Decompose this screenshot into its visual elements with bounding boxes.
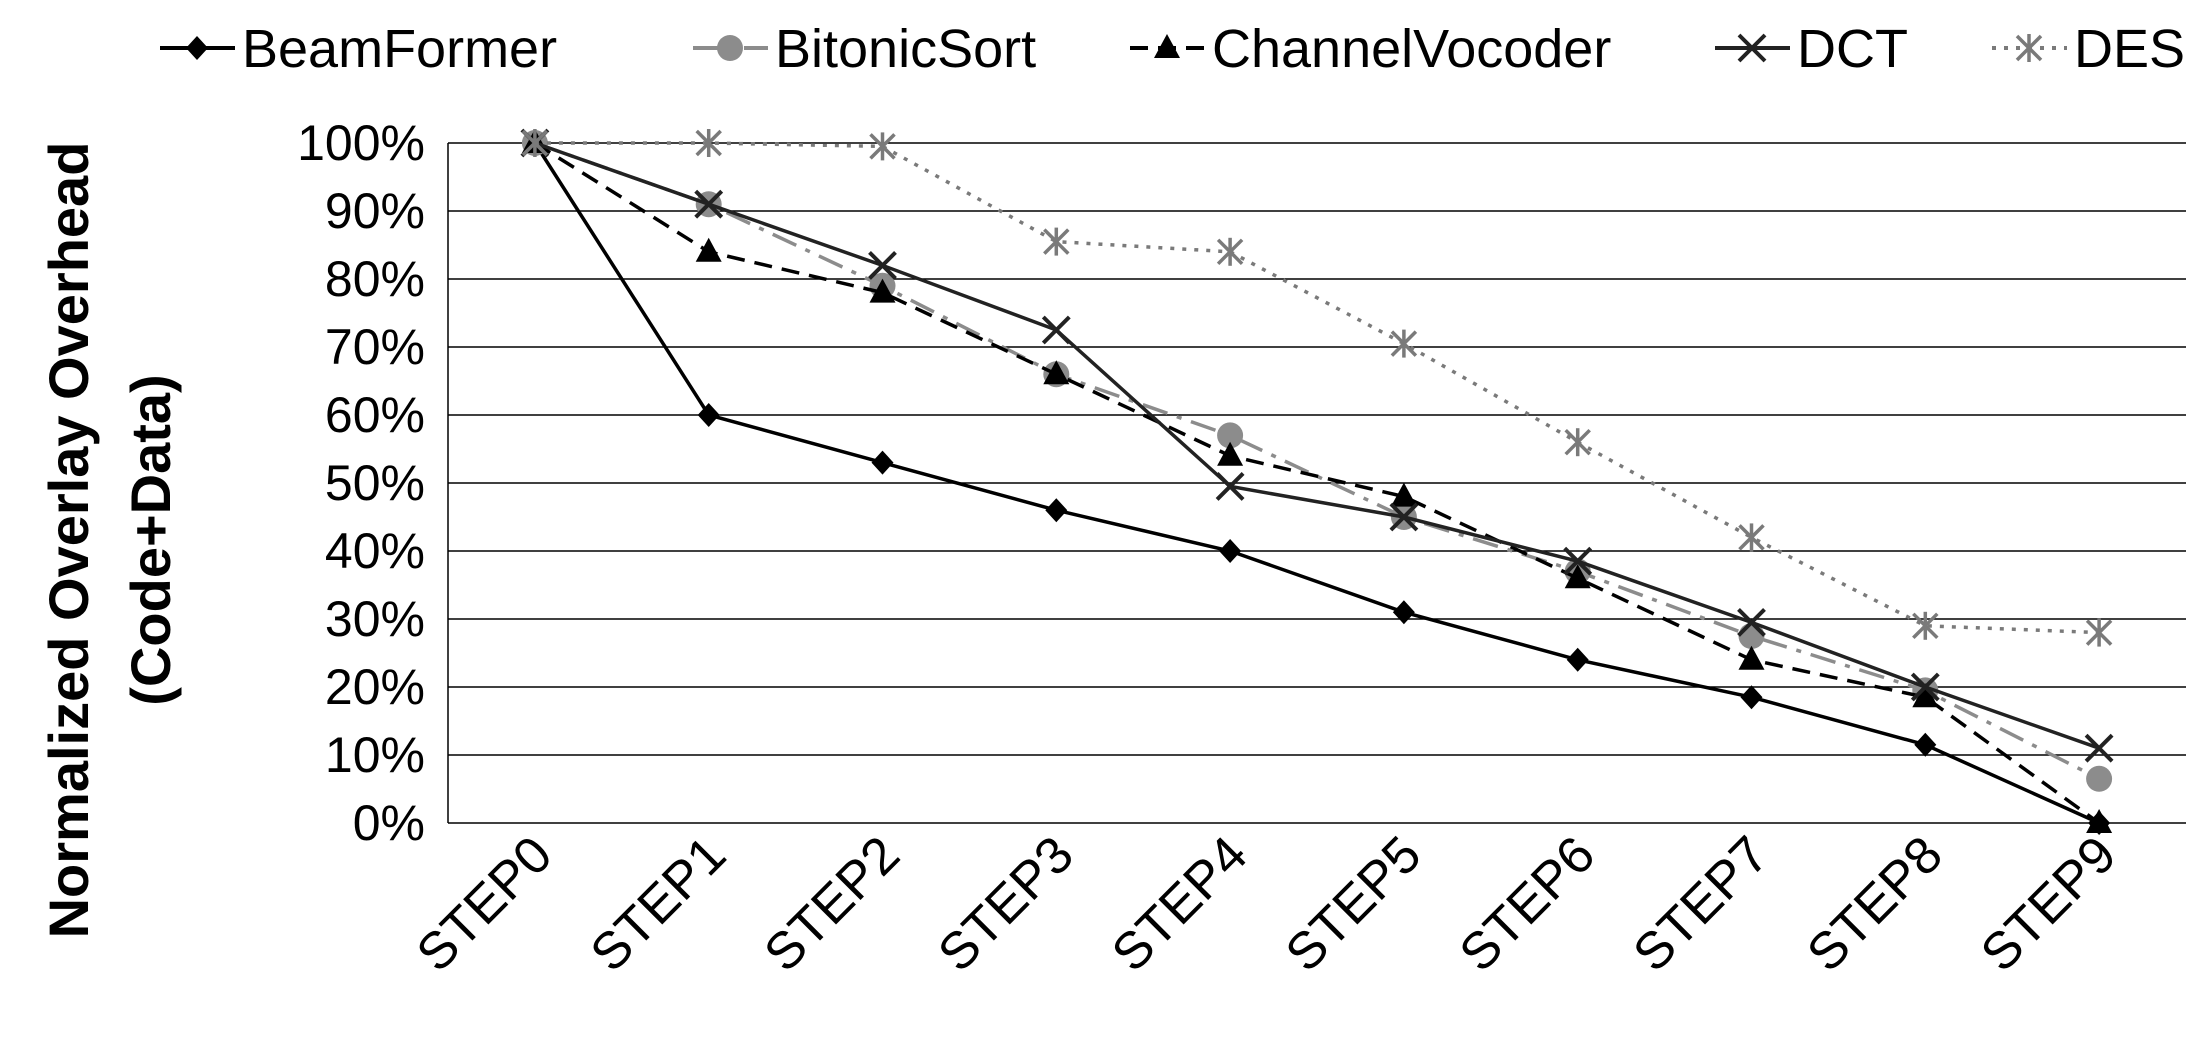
data-point xyxy=(869,278,896,303)
y-tick-label: 0% xyxy=(353,795,425,851)
y-tick-label: 50% xyxy=(325,455,425,511)
y-tick-label: 90% xyxy=(325,183,425,239)
data-point xyxy=(871,450,894,475)
data-point xyxy=(1390,329,1418,358)
legend-label: BitonicSort xyxy=(775,19,1036,79)
data-point xyxy=(1215,471,1245,501)
data-point xyxy=(2086,765,2113,792)
data-point xyxy=(1216,237,1244,266)
y-tick-label: 60% xyxy=(325,387,425,443)
legend-marker xyxy=(2015,34,2043,62)
data-point xyxy=(694,189,724,219)
data-point xyxy=(1390,482,1417,507)
y-tick-label: 100% xyxy=(297,115,425,171)
data-point xyxy=(1564,564,1591,589)
data-point xyxy=(695,129,722,157)
data-point xyxy=(868,250,897,280)
x-tick-label: STEP7 xyxy=(1622,825,1779,982)
data-point xyxy=(1910,672,1940,702)
x-tick-label: STEP8 xyxy=(1796,825,1953,982)
data-point xyxy=(1217,441,1244,466)
x-tick-label: STEP9 xyxy=(1970,825,2127,982)
legend-item-bitonicsort: BitonicSort xyxy=(693,19,1036,79)
data-point xyxy=(1912,683,1939,708)
legend-label: ChannelVocoder xyxy=(1212,19,1611,79)
legend-marker xyxy=(717,35,743,61)
series-dct xyxy=(520,128,2114,763)
series-line-des xyxy=(534,141,2100,635)
data-point xyxy=(1043,227,1070,256)
data-point xyxy=(869,132,896,161)
x-tick-label: STEP1 xyxy=(580,825,737,982)
legend-marker xyxy=(1154,34,1180,58)
gridlines xyxy=(447,142,2186,824)
y-axis-label-line2: (Code+Data) xyxy=(119,374,182,705)
data-point xyxy=(1914,732,1937,757)
series-lines xyxy=(520,128,2114,835)
series-bitonicsort xyxy=(521,130,2113,792)
data-point xyxy=(1564,428,1591,457)
data-point xyxy=(1563,546,1593,576)
y-tick-label: 70% xyxy=(325,319,425,375)
data-point xyxy=(1566,647,1589,672)
y-tick-label: 30% xyxy=(325,591,425,647)
y-axis-label-line1: Normalized Overlay Overhead xyxy=(37,142,100,939)
data-point xyxy=(1392,600,1415,625)
x-tick-label: STEP3 xyxy=(927,825,1084,982)
data-point xyxy=(1738,523,1765,552)
legend-label: DCT xyxy=(1797,19,1908,79)
data-point xyxy=(2085,618,2113,647)
x-tick-label: STEP2 xyxy=(753,825,910,982)
series-line-beamformer xyxy=(533,142,2100,825)
legend-label: DES xyxy=(2074,19,2185,79)
legend-marker xyxy=(186,36,208,60)
x-axis-ticks: STEP0 STEP1 STEP2 STEP3 STEP4 STEP5 STEP6 STEP7… xyxy=(406,825,2128,982)
legend-item-channelvocoder: ChannelVocoder xyxy=(1130,19,1611,79)
data-point xyxy=(521,129,549,157)
y-tick-label: 40% xyxy=(325,523,425,579)
data-point xyxy=(1912,611,1939,640)
y-axis-ticks: 0% 10% 20% 30% 40% 50% 60% 70% 80% 90% 100% xyxy=(297,115,425,851)
y-tick-label: 10% xyxy=(325,727,425,783)
data-point xyxy=(1389,502,1419,532)
data-point xyxy=(1737,607,1766,637)
legend-item-beamformer: BeamFormer xyxy=(160,19,557,79)
legend-item-des: DES xyxy=(1992,19,2185,79)
series-line-channelvocoder xyxy=(533,141,2101,825)
legend-label: BeamFormer xyxy=(242,19,557,79)
data-point xyxy=(1219,539,1242,563)
series-channelvocoder xyxy=(521,129,2113,833)
data-point xyxy=(1045,498,1068,523)
data-point xyxy=(1740,685,1763,710)
x-tick-label: STEP4 xyxy=(1101,825,1258,982)
data-point xyxy=(697,403,720,427)
series-line-bitonicsort xyxy=(534,141,2100,781)
data-point xyxy=(695,237,722,262)
data-point xyxy=(1043,360,1070,385)
legend-marker xyxy=(1737,33,1767,63)
data-point xyxy=(2086,809,2113,833)
y-tick-label: 80% xyxy=(325,251,425,307)
x-tick-label: STEP5 xyxy=(1275,825,1432,982)
y-tick-label: 20% xyxy=(325,659,425,715)
x-tick-label: STEP0 xyxy=(406,825,563,982)
legend-item-dct: DCT xyxy=(1715,19,1908,79)
data-point xyxy=(1738,645,1765,670)
data-point xyxy=(2084,733,2114,763)
series-des xyxy=(521,129,2113,647)
series-line-dct xyxy=(534,141,2100,750)
x-tick-label: STEP6 xyxy=(1449,825,1606,982)
data-point xyxy=(1217,422,1244,449)
legend: BeamFormer BitonicSort ChannelVocoder DCT DE… xyxy=(160,19,2185,79)
data-point xyxy=(1041,315,1071,345)
